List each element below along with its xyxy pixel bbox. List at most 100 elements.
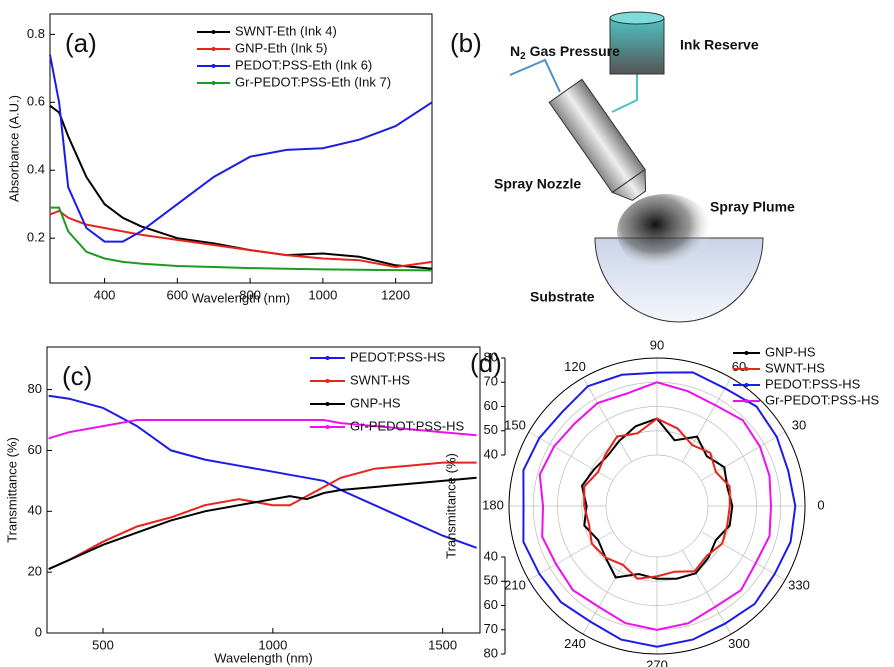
series-line (48, 419, 477, 440)
reserve-label: Ink Reserve (680, 37, 759, 53)
x-tick-label: 1000 (258, 637, 287, 652)
ink-tube (611, 72, 638, 113)
legend-label: GNP-HS (350, 395, 401, 410)
series-line (580, 417, 734, 580)
series-line (522, 371, 797, 648)
legend-label: PEDOT:PSS-Eth (Ink 6) (235, 57, 372, 72)
y-tick-label: 0 (35, 624, 42, 639)
grid-circle (605, 454, 709, 558)
series-line (50, 206, 433, 272)
r-tick-label: 50 (484, 573, 498, 588)
panel-label: (b) (450, 28, 482, 58)
angle-label: 240 (564, 636, 586, 651)
angle-label: 150 (504, 417, 526, 432)
series-line (49, 209, 433, 269)
diagram: (b) N2 Gas Pressure Ink Reserve Spray No… (450, 11, 795, 323)
r-tick-label: 40 (484, 446, 498, 461)
y-tick-label: 0.8 (27, 26, 45, 41)
x-tick-label: 600 (166, 287, 188, 302)
legend-label: PEDOT:PSS-HS (765, 376, 861, 391)
y-axis-title: Transmittance (%) (443, 453, 458, 559)
spoke (682, 377, 732, 463)
legend-marker (744, 383, 749, 387)
spray-plume (617, 194, 713, 270)
gas-label: N2 Gas Pressure (510, 43, 620, 62)
panel-label: (c) (62, 361, 92, 391)
x-axis-title: Wavelength (nm) (192, 290, 291, 305)
legend-label: SWNT-HS (765, 360, 825, 375)
series-line (48, 476, 477, 571)
angle-label: 120 (564, 359, 586, 374)
x-tick-label: 800 (239, 287, 261, 302)
r-tick-label: 40 (484, 548, 498, 563)
angle-label: 300 (728, 636, 750, 651)
x-tick-label: 500 (92, 637, 114, 652)
plot-frame (49, 13, 433, 284)
r-tick-label: 80 (484, 645, 498, 660)
angle-label: 0 (817, 497, 824, 512)
legend-marker (211, 64, 216, 68)
angle-label: 270 (646, 657, 668, 667)
legend-label: SWNT-Eth (Ink 4) (235, 23, 337, 38)
angle-label: 330 (788, 577, 810, 592)
legend-marker (325, 425, 330, 429)
x-axis-title: Wavelength (nm) (214, 650, 313, 665)
y-tick-label: 0.6 (27, 94, 45, 109)
substrate-label: Substrate (530, 289, 595, 305)
polar-frame (508, 357, 806, 655)
angle-label: 180 (482, 497, 504, 512)
angle-label: 60 (732, 359, 746, 374)
legend-label: Gr-PEDOT:PSS-Eth (Ink 7) (235, 74, 391, 89)
legend-label: PEDOT:PSS-HS (350, 349, 446, 364)
y-tick-label: 80 (28, 381, 42, 396)
plume-label: Spray Plume (710, 199, 795, 215)
x-tick-label: 1000 (308, 287, 337, 302)
r-tick-label: 60 (484, 398, 498, 413)
legend-marker (325, 402, 330, 406)
r-tick-label: 50 (484, 422, 498, 437)
legend-label: Gr-PEDOT:PSS-HS (350, 418, 464, 433)
nozzle (548, 78, 647, 201)
series-line (48, 394, 477, 549)
x-tick-label: 1200 (381, 287, 410, 302)
y-tick-label: 0.2 (27, 230, 45, 245)
angle-label: 210 (504, 577, 526, 592)
y-tick-label: 20 (28, 564, 42, 579)
angle-label: 30 (792, 417, 806, 432)
y-axis-title: Absorbance (A.U.) (6, 95, 21, 202)
legend-marker (211, 81, 216, 85)
spoke (682, 549, 732, 635)
r-tick-label: 70 (484, 621, 498, 636)
ink-reserve-top (609, 11, 665, 25)
gas-tube (509, 58, 561, 93)
nozzle-label: Spray Nozzle (494, 176, 581, 192)
legend-marker (325, 356, 330, 360)
y-tick-label: 0.4 (27, 162, 45, 177)
legend-marker (744, 399, 749, 403)
legend-label: GNP-Eth (Ink 5) (235, 40, 327, 55)
angle-label: 90 (650, 337, 664, 352)
r-tick-label: 80 (484, 349, 498, 364)
legend-marker (744, 351, 749, 355)
x-tick-label: 400 (94, 287, 116, 302)
spoke (582, 377, 632, 463)
legend-marker (211, 30, 216, 34)
series-line (583, 417, 731, 580)
r-tick-label: 60 (484, 597, 498, 612)
panel-label: (a) (65, 28, 97, 58)
series-line (48, 461, 477, 571)
series-line (49, 104, 433, 270)
legend-label: GNP-HS (765, 344, 816, 359)
y-tick-label: 40 (28, 503, 42, 518)
y-axis-title: Transmittance (%) (4, 437, 19, 543)
legend-label: SWNT-HS (350, 372, 410, 387)
r-tick-label: 70 (484, 374, 498, 389)
series-line (538, 381, 773, 631)
series-line (49, 54, 433, 243)
legend-marker (211, 47, 216, 51)
legend-marker (744, 367, 749, 371)
y-tick-label: 60 (28, 442, 42, 457)
plot-frame (46, 346, 481, 634)
ink-reserve (609, 17, 665, 75)
